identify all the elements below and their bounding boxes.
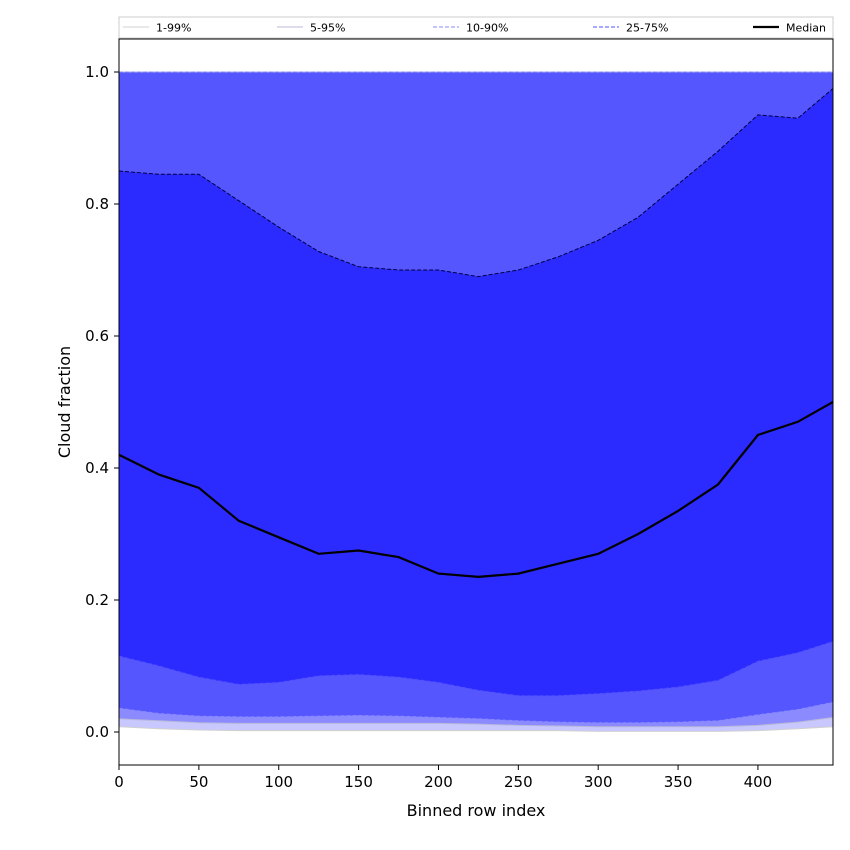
x-tick-label: 200 xyxy=(424,773,453,791)
band-lower-line-4 xyxy=(119,641,833,697)
x-tick-label: 400 xyxy=(744,773,773,791)
y-tick-label: 0.8 xyxy=(85,195,109,213)
band-upper-line-4 xyxy=(119,88,833,278)
x-axis-label: Binned row index xyxy=(407,801,546,820)
x-tick-label: 350 xyxy=(664,773,693,791)
x-tick-label: 50 xyxy=(189,773,208,791)
band-lower-line-1 xyxy=(119,726,833,732)
median-line xyxy=(119,401,833,579)
legend-label: 25-75% xyxy=(626,22,668,35)
y-tick-label: 0.4 xyxy=(85,459,109,477)
legend-label: 10-90% xyxy=(466,22,508,35)
legend-label: 5-95% xyxy=(310,22,345,35)
y-tick-label: 1.0 xyxy=(85,63,109,81)
y-axis-label: Cloud fraction xyxy=(55,346,74,458)
x-tick-label: 150 xyxy=(344,773,373,791)
band-lower-line-3 xyxy=(119,701,833,724)
band-lower-line-2 xyxy=(119,716,833,728)
x-tick-label: 250 xyxy=(504,773,533,791)
legend-label: 1-99% xyxy=(156,22,191,35)
legend-label: Median xyxy=(786,22,826,35)
legend-box xyxy=(118,16,834,39)
plot-frame xyxy=(118,38,834,766)
x-tick-label: 300 xyxy=(584,773,613,791)
x-tick-label: 0 xyxy=(114,773,124,791)
y-tick-label: 0.0 xyxy=(85,723,109,741)
y-tick-label: 0.6 xyxy=(85,327,109,345)
x-tick-label: 100 xyxy=(264,773,293,791)
y-tick-label: 0.2 xyxy=(85,591,109,609)
